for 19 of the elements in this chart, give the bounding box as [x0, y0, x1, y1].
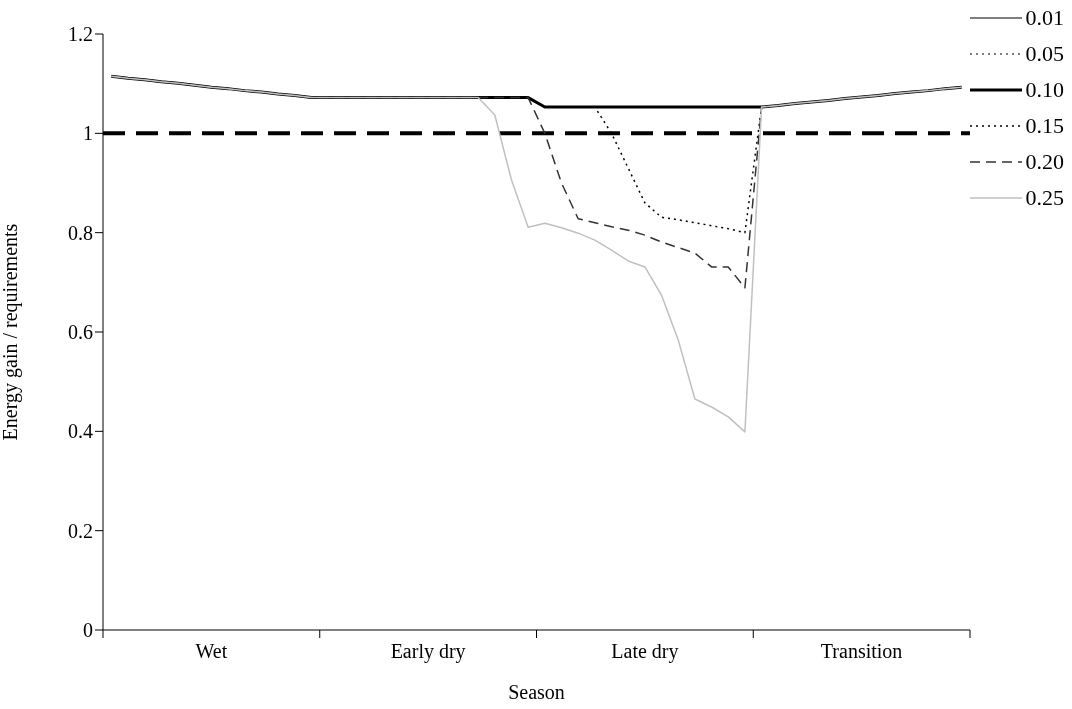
y-tick-label: 0.4: [68, 420, 93, 443]
legend-label: 0.25: [1025, 185, 1064, 211]
y-tick-label: 0.6: [68, 321, 93, 344]
legend-label: 0.01: [1025, 5, 1064, 31]
x-tick-label: Early dry: [390, 640, 466, 663]
legend-label: 0.10: [1025, 77, 1064, 103]
y-axis-title: Energy gain / requirements: [0, 223, 23, 441]
x-tick-label: Transition: [820, 640, 903, 662]
x-tick-label: Late dry: [611, 640, 679, 663]
y-tick-label: 1: [83, 122, 93, 145]
y-tick-label: 0.8: [68, 221, 93, 244]
legend-label: 0.20: [1025, 149, 1064, 175]
legend-label: 0.15: [1025, 113, 1064, 139]
legend-label: 0.05: [1025, 41, 1064, 67]
x-axis-title: Season: [508, 681, 565, 703]
y-tick-label: 0.2: [68, 519, 93, 542]
y-tick-label: 0: [83, 619, 93, 642]
x-tick-label: Wet: [195, 640, 228, 662]
y-tick-label: 1.2: [68, 23, 93, 46]
